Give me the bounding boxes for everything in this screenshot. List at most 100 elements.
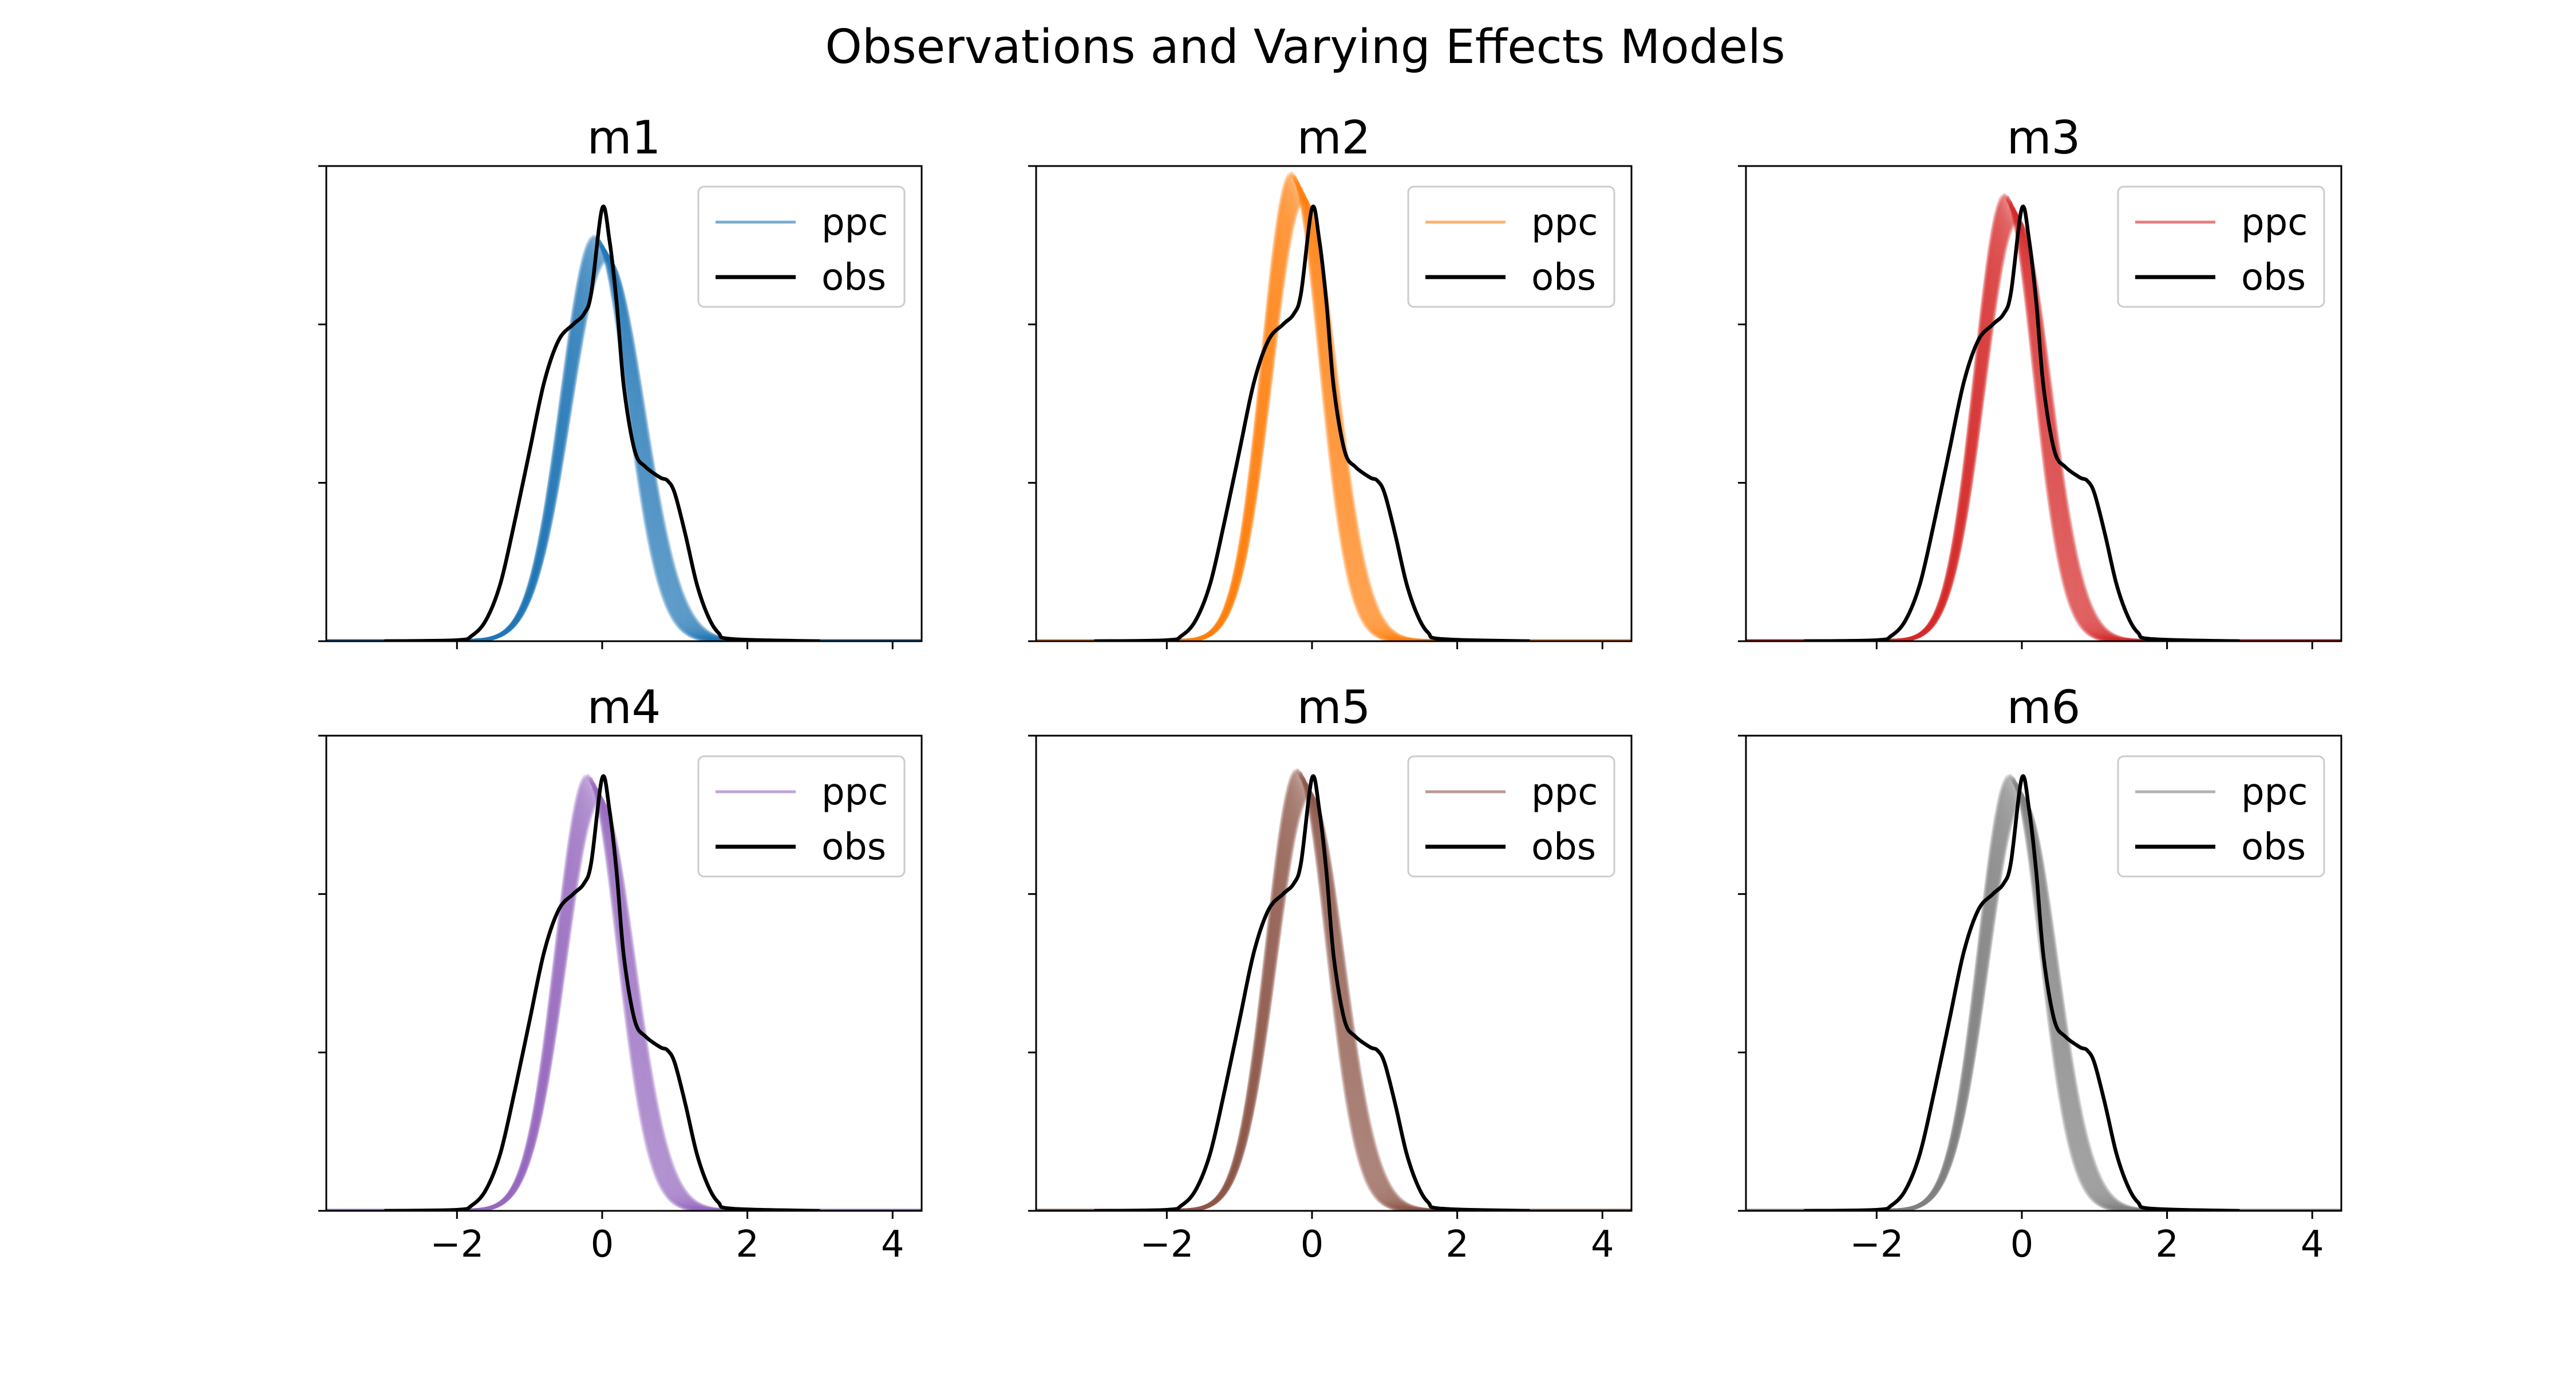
ppc-sample-line bbox=[1036, 174, 1631, 641]
ppc-sample-line bbox=[326, 239, 922, 641]
legend: ppc obs bbox=[697, 185, 906, 308]
ppc-sample-line bbox=[1746, 198, 2341, 641]
ppc-sample-line bbox=[326, 250, 922, 641]
ppc-sample-line bbox=[1036, 792, 1631, 1211]
ppc-sample-line bbox=[1036, 179, 1631, 641]
ppc-sample-line bbox=[1746, 795, 2341, 1211]
obs-line bbox=[384, 774, 820, 1211]
ppc-sample-line bbox=[1036, 791, 1631, 1211]
ppc-sample-line bbox=[1036, 771, 1631, 1211]
ppc-sample-line bbox=[1036, 195, 1631, 641]
ppc-sample-line bbox=[1746, 792, 2341, 1211]
ppc-sample-line bbox=[1036, 180, 1631, 641]
ppc-sample-line bbox=[1036, 177, 1631, 641]
ppc-sample-line bbox=[1036, 786, 1631, 1211]
plot-area bbox=[1746, 192, 2341, 641]
ppc-sample-line bbox=[1746, 196, 2341, 641]
ppc-sample-line bbox=[1746, 199, 2341, 641]
ppc-sample-line bbox=[326, 243, 922, 641]
obs-line bbox=[1804, 204, 2240, 641]
ppc-sample-line bbox=[326, 795, 922, 1211]
ppc-sample-line bbox=[326, 243, 922, 641]
plot-area bbox=[326, 204, 922, 641]
axes-frame bbox=[1035, 735, 1633, 1212]
ppc-sample-line bbox=[1036, 790, 1631, 1211]
ppc-sample-line bbox=[326, 776, 922, 1211]
ppc-sample-line bbox=[1746, 792, 2341, 1211]
ppc-sample-line bbox=[1746, 784, 2341, 1211]
ppc-sample-line bbox=[1036, 784, 1631, 1211]
x-tick-label: 4 bbox=[2301, 1223, 2324, 1266]
ppc-sample-line bbox=[1746, 781, 2341, 1211]
ppc-sample-line bbox=[1036, 184, 1631, 641]
ppc-sample-line bbox=[1746, 785, 2341, 1211]
ppc-sample-line bbox=[326, 796, 922, 1211]
panel-title: m5 bbox=[1297, 681, 1371, 734]
ppc-sample-line bbox=[1036, 791, 1631, 1211]
ppc-sample-line bbox=[1036, 198, 1631, 641]
x-tick-label: 0 bbox=[1301, 1223, 1324, 1266]
ppc-sample-line bbox=[326, 236, 922, 641]
ppc-sample-line bbox=[326, 255, 922, 641]
ppc-sample-line bbox=[326, 256, 922, 641]
legend: ppc obs bbox=[697, 755, 906, 878]
ppc-sample-line bbox=[1746, 215, 2341, 641]
ppc-sample-line bbox=[326, 253, 922, 641]
legend: ppc obs bbox=[2117, 185, 2325, 308]
ppc-sample-line bbox=[1746, 197, 2341, 641]
panel-m4: −2 0 2 4 m4 ppc obs bbox=[318, 681, 923, 1266]
legend-label-ppc: ppc bbox=[1531, 771, 1598, 814]
ppc-sample-line bbox=[326, 240, 922, 641]
panel-m2: m2 ppc obs bbox=[1028, 111, 1633, 649]
panel-title: m2 bbox=[1297, 111, 1371, 164]
panel-title: m6 bbox=[2007, 681, 2081, 734]
ppc-sample-line bbox=[326, 248, 922, 641]
plot-area bbox=[326, 773, 922, 1211]
plot-area bbox=[1746, 773, 2341, 1211]
ppc-sample-line bbox=[1036, 784, 1631, 1211]
ppc-sample-line bbox=[1036, 172, 1631, 641]
ppc-sample-line bbox=[1746, 773, 2341, 1211]
ppc-sample-line bbox=[326, 237, 922, 641]
ppc-sample-line bbox=[1036, 787, 1631, 1211]
x-tick-label: −2 bbox=[1850, 1223, 1903, 1266]
ppc-sample-line bbox=[326, 790, 922, 1211]
obs-line bbox=[1094, 204, 1530, 641]
ppc-sample-line bbox=[1746, 799, 2341, 1211]
obs-line bbox=[384, 204, 820, 641]
legend: ppc obs bbox=[1407, 185, 1615, 308]
ppc-sample-line bbox=[326, 244, 922, 641]
ppc-sample-line bbox=[326, 788, 922, 1211]
ppc-sample-line bbox=[326, 241, 922, 641]
ppc-sample-line bbox=[326, 774, 922, 1211]
ppc-sample-line bbox=[1036, 177, 1631, 641]
ppc-sample-line bbox=[1746, 195, 2341, 641]
axes-frame bbox=[1745, 165, 2342, 642]
ppc-sample-line bbox=[1746, 210, 2341, 641]
panels: m1 ppc obs m2 ppc obs m3 ppc obs −2 0 2 4 m4 ppc obs −2 0… bbox=[318, 111, 2342, 1266]
ppc-sample-line bbox=[326, 797, 922, 1211]
ppc-sample-line bbox=[1036, 769, 1631, 1211]
axes-frame bbox=[1035, 165, 1633, 642]
ppc-sample-line bbox=[326, 247, 922, 641]
ppc-sample-line bbox=[1036, 171, 1631, 641]
panel-m1: m1 ppc obs bbox=[318, 111, 923, 649]
ppc-sample-line bbox=[1036, 773, 1631, 1211]
ppc-band bbox=[1036, 171, 1631, 641]
ppc-sample-line bbox=[1746, 787, 2341, 1211]
ppc-sample-line bbox=[1036, 183, 1631, 641]
ppc-sample-line bbox=[1746, 194, 2341, 641]
ppc-sample-line bbox=[1746, 791, 2341, 1211]
obs-line bbox=[1094, 774, 1530, 1211]
ppc-sample-line bbox=[326, 778, 922, 1211]
legend-label-ppc: ppc bbox=[821, 771, 888, 814]
panel-title: m4 bbox=[587, 681, 661, 734]
x-tick-label: 4 bbox=[881, 1223, 904, 1266]
ppc-sample-line bbox=[1746, 219, 2341, 641]
ppc-sample-line bbox=[1036, 789, 1631, 1211]
legend-label-ppc: ppc bbox=[1531, 202, 1598, 244]
ppc-sample-line bbox=[1746, 215, 2341, 641]
ppc-sample-line bbox=[1036, 781, 1631, 1211]
ppc-sample-line bbox=[326, 789, 922, 1211]
legend-label-ppc: ppc bbox=[821, 202, 888, 244]
